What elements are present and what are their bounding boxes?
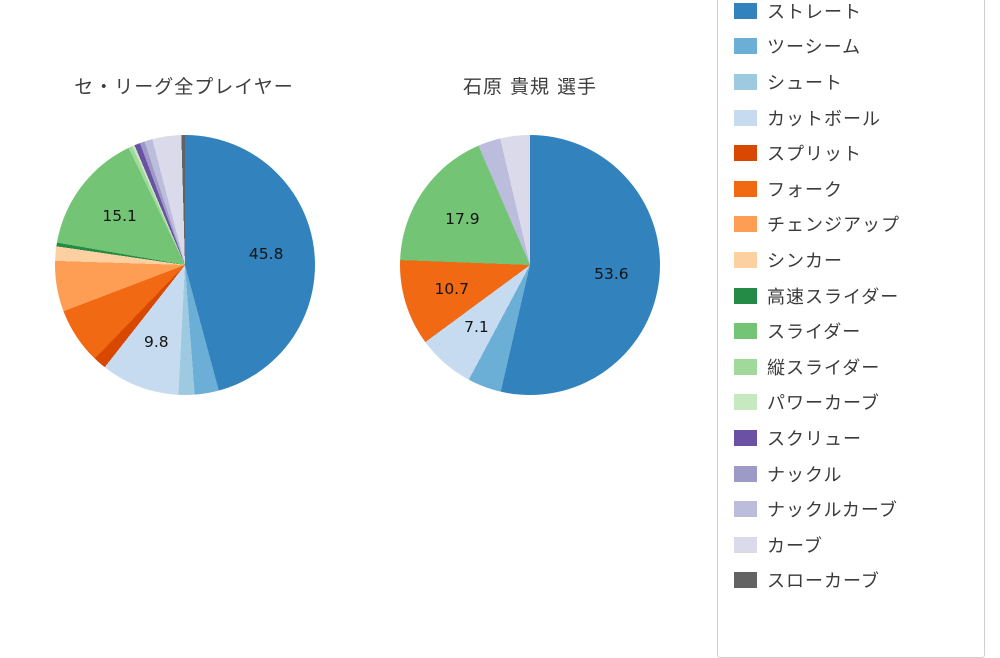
legend-label: ツーシーム <box>767 37 862 59</box>
legend-label: スローカーブ <box>767 571 880 593</box>
slice-value-label: 53.6 <box>594 265 629 284</box>
legend-label: チェンジアップ <box>767 215 900 237</box>
legend-label: スライダー <box>767 322 862 344</box>
legend-swatch <box>734 38 757 55</box>
legend-item: 高速スライダー <box>734 278 984 314</box>
legend-item: 縦スライダー <box>734 349 984 385</box>
slice-value-label: 45.8 <box>248 245 284 264</box>
legend-swatch <box>734 251 757 268</box>
legend-swatch <box>734 358 757 375</box>
right-pie-chart: 53.6 7.1 10.7 17.9 <box>400 135 660 395</box>
legend-label: シンカー <box>767 250 843 272</box>
legend-item: シュート <box>734 64 984 100</box>
chart-canvas: セ・リーグ全プレイヤー 石原 貴規 選手 45.8 9.8 15.1 53.6 7.1… <box>55 0 985 658</box>
slice-value-label: 17.9 <box>445 209 480 228</box>
legend-label: スクリュー <box>767 428 862 450</box>
legend-swatch <box>734 394 757 411</box>
legend-label: スプリット <box>767 144 862 166</box>
legend-swatch <box>734 536 757 553</box>
legend-item: スプリット <box>734 135 984 171</box>
legend-label: カーブ <box>767 535 823 557</box>
legend-item: スクリュー <box>734 420 984 456</box>
legend-item: シンカー <box>734 242 984 278</box>
legend-swatch <box>734 465 757 482</box>
legend-item: チェンジアップ <box>734 207 984 243</box>
slice-value-label: 10.7 <box>434 280 469 299</box>
legend-swatch <box>734 216 757 233</box>
legend-item: ツーシーム <box>734 29 984 65</box>
pitch-type-legend: ストレートツーシームシュートカットボール スプリットフォークチェンジアップ シンカー… <box>717 0 985 658</box>
left-pie-chart: 45.8 9.8 15.1 <box>55 135 315 395</box>
legend-item: フォーク <box>734 171 984 207</box>
left-pie-title: セ・リーグ全プレイヤー <box>74 76 294 98</box>
legend-label: ストレート <box>767 1 862 23</box>
legend-swatch <box>734 572 757 589</box>
legend-swatch <box>734 145 757 162</box>
legend-item: パワーカーブ <box>734 385 984 421</box>
legend-label: フォーク <box>767 179 843 201</box>
legend-swatch <box>734 429 757 446</box>
legend-swatch <box>734 73 757 90</box>
legend-swatch <box>734 287 757 304</box>
legend-swatch <box>734 323 757 340</box>
legend-item: スライダー <box>734 313 984 349</box>
legend-swatch <box>734 180 757 197</box>
right-pie-title: 石原 貴規 選手 <box>462 76 598 98</box>
legend-swatch <box>734 109 757 126</box>
legend-label: シュート <box>767 72 843 94</box>
legend-item: ストレート <box>734 0 984 29</box>
legend-label: ナックル <box>767 464 843 486</box>
slice-value-label: 9.8 <box>143 332 169 351</box>
legend-label: ナックルカーブ <box>767 500 898 522</box>
legend-label: 高速スライダー <box>767 286 900 308</box>
legend-item: ナックルカーブ <box>734 491 984 527</box>
slice-value-label: 7.1 <box>464 317 489 336</box>
legend-item: ナックル <box>734 456 984 492</box>
legend-item: スローカーブ <box>734 563 984 599</box>
legend-label: パワーカーブ <box>767 393 880 415</box>
legend-label: カットボール <box>767 108 881 130</box>
legend-swatch <box>734 501 757 518</box>
legend-item: カットボール <box>734 100 984 136</box>
legend-label: 縦スライダー <box>767 357 881 379</box>
slice-value-label: 15.1 <box>102 206 137 225</box>
legend-swatch <box>734 2 757 19</box>
legend-item: カーブ <box>734 527 984 563</box>
